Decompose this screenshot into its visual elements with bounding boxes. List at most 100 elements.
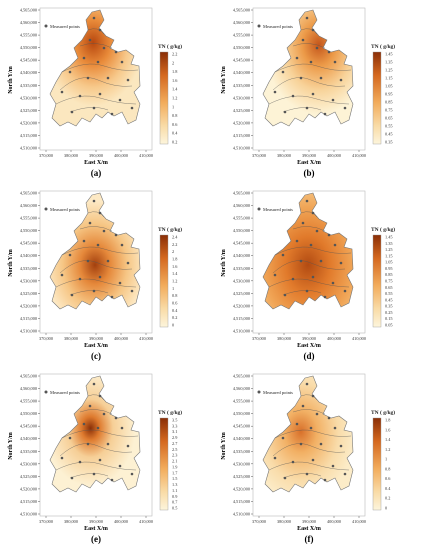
y-tick-label: 4,540,000 bbox=[20, 436, 37, 442]
colorbar-tick-label: 0.5 bbox=[172, 506, 177, 511]
y-tick-label: 4,550,000 bbox=[20, 45, 37, 51]
x-axis-label: East X/m bbox=[297, 526, 321, 532]
measured-point bbox=[98, 28, 102, 32]
legend-label: Measured points bbox=[263, 207, 293, 212]
colorbar-tick-label: 0.4 bbox=[172, 131, 178, 136]
contour-line bbox=[300, 394, 318, 401]
contour-line bbox=[268, 278, 350, 288]
measured-point bbox=[114, 50, 118, 54]
contour-line bbox=[61, 429, 139, 439]
measured-point bbox=[96, 426, 100, 430]
measured-point bbox=[283, 110, 287, 114]
y-tick-label: 4,550,000 bbox=[233, 228, 250, 234]
measured-point bbox=[299, 259, 303, 263]
contour-line bbox=[79, 409, 113, 415]
colorbar-tick-label: 1.6 bbox=[172, 78, 178, 83]
measured-point bbox=[301, 221, 305, 225]
x-tick-label: 370,000 bbox=[252, 519, 266, 525]
measured-point bbox=[315, 412, 319, 416]
contour-line bbox=[69, 107, 109, 113]
measured-point bbox=[327, 50, 331, 54]
colorbar bbox=[159, 234, 169, 328]
measured-point bbox=[120, 60, 124, 64]
y-tick-label: 4,515,000 bbox=[20, 133, 37, 139]
colorbar-tick-label: 0.35 bbox=[385, 304, 393, 309]
measured-point bbox=[299, 76, 303, 80]
x-tick-label: 400,000 bbox=[114, 153, 128, 159]
y-tick-label: 4,520,000 bbox=[20, 486, 37, 492]
colorbar-tick-label: 0.4 bbox=[385, 486, 391, 491]
measured-point bbox=[343, 472, 347, 476]
y-tick-label: 4,545,000 bbox=[20, 241, 37, 247]
y-tick-label: 4,565,000 bbox=[20, 191, 37, 197]
x-tick-label: 390,000 bbox=[89, 153, 103, 159]
y-tick-label: 4,510,000 bbox=[233, 329, 250, 335]
x-tick-label: 410,000 bbox=[139, 519, 153, 525]
x-tick-label: 400,000 bbox=[327, 519, 341, 525]
measured-point bbox=[319, 442, 323, 446]
colorbar-tick-label: 1.4 bbox=[385, 437, 391, 442]
colorbar-tick-label: 0.85 bbox=[385, 272, 393, 277]
contour-line bbox=[282, 290, 322, 296]
contour-line bbox=[79, 226, 113, 232]
contour-line bbox=[268, 461, 350, 471]
measured-point bbox=[323, 478, 327, 482]
contour-line bbox=[87, 394, 105, 401]
measured-point bbox=[333, 426, 337, 430]
colorbar-tick-label: 0.35 bbox=[385, 140, 393, 145]
measured-point bbox=[339, 444, 343, 448]
measured-point bbox=[309, 243, 313, 247]
colorbar-tick-label: 1.2 bbox=[172, 96, 177, 101]
panel-label-c: (c) bbox=[91, 351, 101, 361]
colorbar-tick-label: 2.3 bbox=[172, 453, 177, 458]
contour-line bbox=[272, 77, 346, 91]
y-tick-label: 4,560,000 bbox=[233, 20, 250, 26]
measured-point bbox=[273, 90, 277, 94]
y-tick-label: 4,540,000 bbox=[233, 253, 250, 259]
y-tick-label: 4,565,000 bbox=[20, 374, 37, 380]
measured-point bbox=[309, 60, 313, 64]
colorbar-tick-label: 2.7 bbox=[172, 441, 178, 446]
y-tick-label: 4,555,000 bbox=[233, 216, 250, 222]
x-tick-label: 400,000 bbox=[114, 336, 128, 342]
y-axis-label: North Y/m bbox=[221, 432, 227, 460]
colorbar-tick-label: 0.6 bbox=[385, 476, 391, 481]
measured-point bbox=[70, 476, 74, 480]
measured-point bbox=[281, 70, 285, 74]
measured-point bbox=[82, 56, 86, 60]
legend-label: Measured points bbox=[50, 207, 80, 212]
y-tick-label: 4,535,000 bbox=[233, 449, 250, 455]
panel-label-f: (f) bbox=[305, 534, 314, 544]
colorbar-tick-label: 0.8 bbox=[172, 293, 177, 298]
measured-point bbox=[98, 394, 102, 398]
colorbar-title: TN ( g/kg) bbox=[158, 43, 182, 50]
x-axis-label: East X/m bbox=[84, 343, 108, 349]
y-tick-label: 4,530,000 bbox=[20, 461, 37, 467]
y-tick-label: 4,515,000 bbox=[20, 499, 37, 505]
measured-point bbox=[311, 275, 315, 279]
contour-line bbox=[292, 226, 326, 232]
colorbar-tick-label: 3.3 bbox=[172, 423, 177, 428]
y-tick-label: 4,560,000 bbox=[233, 203, 250, 209]
x-tick-label: 390,000 bbox=[89, 336, 103, 342]
y-axis-label: North Y/m bbox=[221, 249, 227, 277]
x-tick-label: 380,000 bbox=[277, 519, 291, 525]
measured-point bbox=[295, 239, 299, 243]
y-tick-label: 4,560,000 bbox=[20, 203, 37, 209]
y-tick-label: 4,565,000 bbox=[20, 8, 37, 14]
colorbar-tick-label: 0.75 bbox=[385, 108, 393, 113]
measured-point bbox=[96, 243, 100, 247]
colorbar-tick-label: 0.85 bbox=[385, 100, 393, 105]
contour-line bbox=[69, 473, 109, 479]
contour-line bbox=[272, 260, 346, 274]
colorbar-tick-label: 1.1 bbox=[172, 488, 177, 493]
legend-marker bbox=[44, 24, 48, 28]
measured-point bbox=[283, 293, 287, 297]
colorbar-tick-label: 1.2 bbox=[172, 279, 177, 284]
measured-point bbox=[305, 289, 309, 293]
measured-point bbox=[118, 98, 122, 102]
measured-point bbox=[92, 289, 96, 293]
x-tick-label: 370,000 bbox=[39, 519, 53, 525]
colorbar-tick-label: 1.8 bbox=[172, 69, 177, 74]
measured-point bbox=[98, 92, 102, 96]
